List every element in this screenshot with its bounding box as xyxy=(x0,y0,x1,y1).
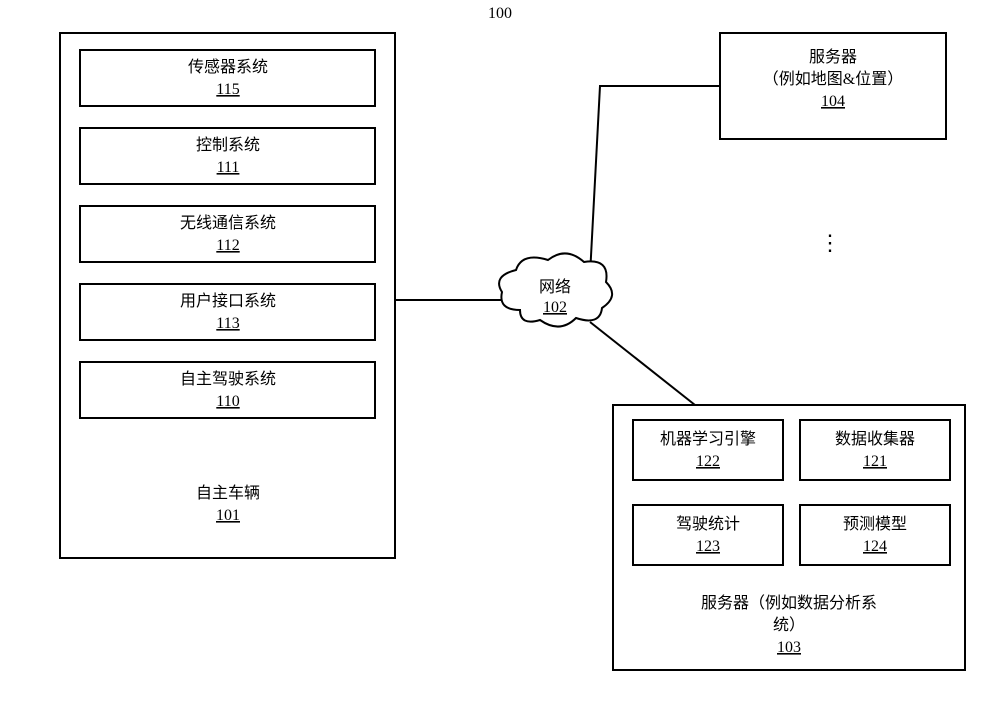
svg-text:113: 113 xyxy=(216,315,239,332)
svg-text:用户接口系统: 用户接口系统 xyxy=(180,292,276,310)
svg-text:机器学习引擎: 机器学习引擎 xyxy=(660,430,756,448)
svg-text:传感器系统: 传感器系统 xyxy=(188,58,268,76)
svg-text:122: 122 xyxy=(696,453,720,470)
svg-text:102: 102 xyxy=(543,299,567,316)
svg-text:服务器: 服务器 xyxy=(809,48,857,66)
svg-text:123: 123 xyxy=(696,538,720,555)
prediction-model-box: 预测模型 124 xyxy=(800,505,950,565)
svg-text:数据收集器: 数据收集器 xyxy=(835,430,915,448)
connections xyxy=(395,86,720,405)
network-cloud: 网络 102 xyxy=(499,253,612,326)
ml-engine-box: 机器学习引擎 122 xyxy=(633,420,783,480)
svg-text:115: 115 xyxy=(216,81,239,98)
edge-server-top-network xyxy=(590,86,720,275)
svg-text:网络: 网络 xyxy=(539,277,571,296)
driving-stats-box: 驾驶统计 123 xyxy=(633,505,783,565)
svg-text:110: 110 xyxy=(216,393,239,410)
network-diagram: 100 自主车辆 101 传感器系统 115 控制系统 111 无线通信系统 1… xyxy=(0,0,1000,705)
control-system-box: 控制系统 111 xyxy=(80,128,375,184)
svg-text:自主驾驶系统: 自主驾驶系统 xyxy=(180,370,276,388)
vehicle-num: 101 xyxy=(216,507,240,524)
svg-text:服务器（例如数据分析系: 服务器（例如数据分析系 xyxy=(701,594,877,612)
svg-text:103: 103 xyxy=(777,639,801,656)
svg-text:112: 112 xyxy=(216,237,239,254)
data-collector-box: 数据收集器 121 xyxy=(800,420,950,480)
ui-system-box: 用户接口系统 113 xyxy=(80,284,375,340)
svg-text:124: 124 xyxy=(863,538,887,555)
figure-number: 100 xyxy=(488,5,512,22)
svg-text:预测模型: 预测模型 xyxy=(843,515,907,533)
svg-text:111: 111 xyxy=(217,159,240,176)
ellipsis-icon: ⋮ xyxy=(819,230,841,255)
svg-text:统）: 统） xyxy=(773,616,805,634)
sensor-system-box: 传感器系统 115 xyxy=(80,50,375,106)
autonomous-driving-system-box: 自主驾驶系统 110 xyxy=(80,362,375,418)
wireless-system-box: 无线通信系统 112 xyxy=(80,206,375,262)
edge-server-bottom-network xyxy=(590,322,695,405)
server-map-location-box: 服务器 （例如地图&位置） 104 xyxy=(720,33,946,139)
vehicle-caption: 自主车辆 xyxy=(196,484,260,502)
svg-text:121: 121 xyxy=(863,453,887,470)
svg-text:控制系统: 控制系统 xyxy=(196,136,260,154)
svg-text:驾驶统计: 驾驶统计 xyxy=(676,515,740,533)
svg-text:无线通信系统: 无线通信系统 xyxy=(180,214,276,232)
svg-text:（例如地图&位置）: （例如地图&位置） xyxy=(763,70,903,88)
svg-text:104: 104 xyxy=(821,93,845,110)
